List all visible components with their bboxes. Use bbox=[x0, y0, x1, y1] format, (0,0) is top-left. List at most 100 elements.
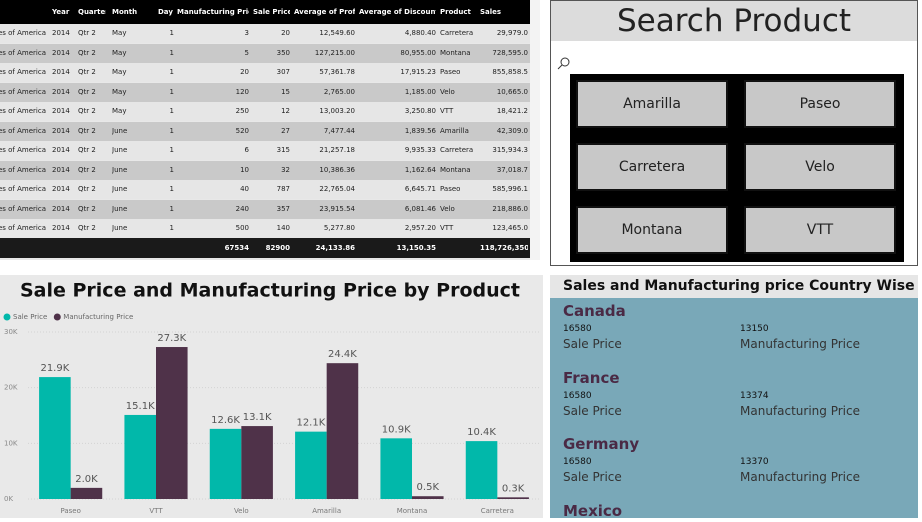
table-cell: 3 bbox=[244, 29, 249, 37]
table-cell: 17,915.23 bbox=[400, 68, 436, 76]
product-button[interactable]: Amarilla bbox=[576, 80, 728, 128]
product-button[interactable]: Velo bbox=[744, 143, 896, 191]
table-cell: 218,886.0 bbox=[492, 204, 528, 213]
table-cell: 1 bbox=[169, 68, 174, 76]
table-cell: 1 bbox=[169, 87, 174, 96]
data-label: 10.9K bbox=[382, 424, 411, 435]
table-cell: Carretera bbox=[440, 146, 474, 154]
chart-title: Sale Price and Manufacturing Price by Pr… bbox=[20, 280, 520, 302]
table-cell: 12,549.60 bbox=[319, 29, 355, 37]
sale-label: Sale Price bbox=[563, 403, 622, 418]
table-cell: 15 bbox=[281, 87, 290, 96]
table-cell: VTT bbox=[440, 107, 454, 115]
table-cell: 2014 bbox=[52, 68, 70, 76]
data-label: 27.3K bbox=[157, 333, 186, 344]
table-cell: 3,250.80 bbox=[404, 107, 436, 115]
table-cell: 1 bbox=[169, 29, 174, 37]
bar bbox=[241, 426, 273, 499]
table-cell: 127,215.00 bbox=[314, 48, 355, 57]
table-cell: Montana bbox=[440, 165, 471, 174]
product-button[interactable]: Paseo bbox=[744, 80, 896, 128]
table-cell: 120 bbox=[235, 87, 249, 96]
column-header: Day bbox=[158, 8, 173, 16]
table-cell: 5 bbox=[244, 48, 249, 57]
table-cell: 1 bbox=[169, 185, 174, 193]
bar bbox=[156, 347, 188, 499]
scrollbar bbox=[530, 0, 540, 260]
table-cell: 357 bbox=[276, 204, 290, 213]
table-cell: 2014 bbox=[52, 126, 70, 135]
y-tick-label: 20K bbox=[4, 384, 18, 392]
table-cell: 13,003.20 bbox=[319, 107, 355, 115]
search-panel: Search Product Amarilla Paseo Carretera Vel… bbox=[550, 0, 918, 266]
table-cell: 21,257.18 bbox=[319, 146, 355, 154]
table-cell: 7,477.44 bbox=[323, 126, 355, 135]
data-label: 12.1K bbox=[296, 418, 325, 429]
table-cell: Velo bbox=[440, 87, 455, 96]
table-cell: 1,185.00 bbox=[404, 87, 436, 96]
table-cell: May bbox=[112, 48, 127, 57]
total-cell: 67534 bbox=[224, 244, 249, 252]
data-label: 0.3K bbox=[502, 483, 525, 494]
country-name: Canada bbox=[563, 302, 626, 320]
country-name: Germany bbox=[563, 435, 640, 453]
table-cell: 9,935.33 bbox=[404, 146, 436, 154]
x-tick-label: Montana bbox=[397, 507, 428, 515]
table-cell: Velo bbox=[440, 204, 455, 213]
data-table: Year Quarter Month Day Manufacturing Price Sa… bbox=[0, 0, 540, 260]
column-header: Average of Profit bbox=[294, 8, 355, 16]
column-header: Sales bbox=[480, 8, 502, 16]
table-cell: 40 bbox=[240, 185, 249, 193]
table-cell: United States of America bbox=[0, 180, 48, 199]
table-row bbox=[0, 180, 530, 199]
bar bbox=[209, 428, 242, 499]
table-row bbox=[0, 121, 530, 141]
table-cell: 520 bbox=[235, 126, 249, 135]
table-cell: Montana bbox=[440, 48, 471, 57]
table-cell: 20 bbox=[240, 68, 249, 76]
table-totals bbox=[0, 238, 530, 258]
table-cell: May bbox=[112, 107, 127, 115]
table-cell: United States of America bbox=[0, 200, 48, 219]
legend-marker bbox=[53, 313, 61, 321]
table-row bbox=[0, 141, 530, 160]
column-header: Sale Price bbox=[253, 8, 290, 16]
table-cell: 18,421.2 bbox=[496, 107, 528, 115]
table-cell: United States of America bbox=[0, 141, 48, 160]
data-label: 15.1K bbox=[126, 401, 155, 412]
total-cell: 13,150.35 bbox=[396, 244, 436, 252]
sale-value: 16580 bbox=[563, 324, 592, 334]
table-cell: 5,277.80 bbox=[323, 224, 355, 232]
table-row bbox=[0, 82, 530, 102]
mfg-label: Manufacturing Price bbox=[740, 470, 860, 484]
table-cell: 315 bbox=[276, 146, 290, 154]
table-cell: 2014 bbox=[52, 165, 70, 174]
product-button[interactable]: VTT bbox=[744, 206, 896, 254]
data-label: 21.9K bbox=[40, 363, 69, 374]
table-cell-text: United States of America bbox=[0, 185, 46, 193]
product-button[interactable]: Montana bbox=[576, 206, 728, 254]
table-cell: 1,839.56 bbox=[404, 126, 436, 135]
x-tick-label: Velo bbox=[234, 507, 249, 515]
table-cell: May bbox=[112, 68, 127, 76]
data-label: 2.0K bbox=[75, 474, 98, 485]
country-title: Sales and Manufacturing price Country Wi… bbox=[550, 275, 918, 298]
mfg-value: 13150 bbox=[740, 324, 769, 334]
mfg-value: 13370 bbox=[740, 457, 769, 467]
table-cell: June bbox=[112, 165, 128, 174]
total-cell: 82900 bbox=[265, 244, 290, 252]
column-header: Manufacturing Price bbox=[177, 8, 249, 16]
table-cell: June bbox=[112, 126, 128, 135]
bar bbox=[412, 496, 444, 499]
legend-marker bbox=[3, 313, 11, 321]
product-button[interactable]: Carretera bbox=[576, 143, 728, 191]
table-cell: 1 bbox=[169, 204, 174, 213]
table-cell: 80,955.00 bbox=[400, 48, 436, 57]
data-label: 13.1K bbox=[243, 412, 272, 423]
table-cell: 585,996.1 bbox=[492, 185, 528, 193]
table-cell: Paseo bbox=[440, 68, 461, 76]
table-cell: United States of America bbox=[0, 44, 48, 63]
data-label: 0.5K bbox=[417, 482, 440, 493]
table-cell: 1,162.64 bbox=[404, 165, 436, 174]
table-cell-text: United States of America bbox=[0, 29, 46, 37]
